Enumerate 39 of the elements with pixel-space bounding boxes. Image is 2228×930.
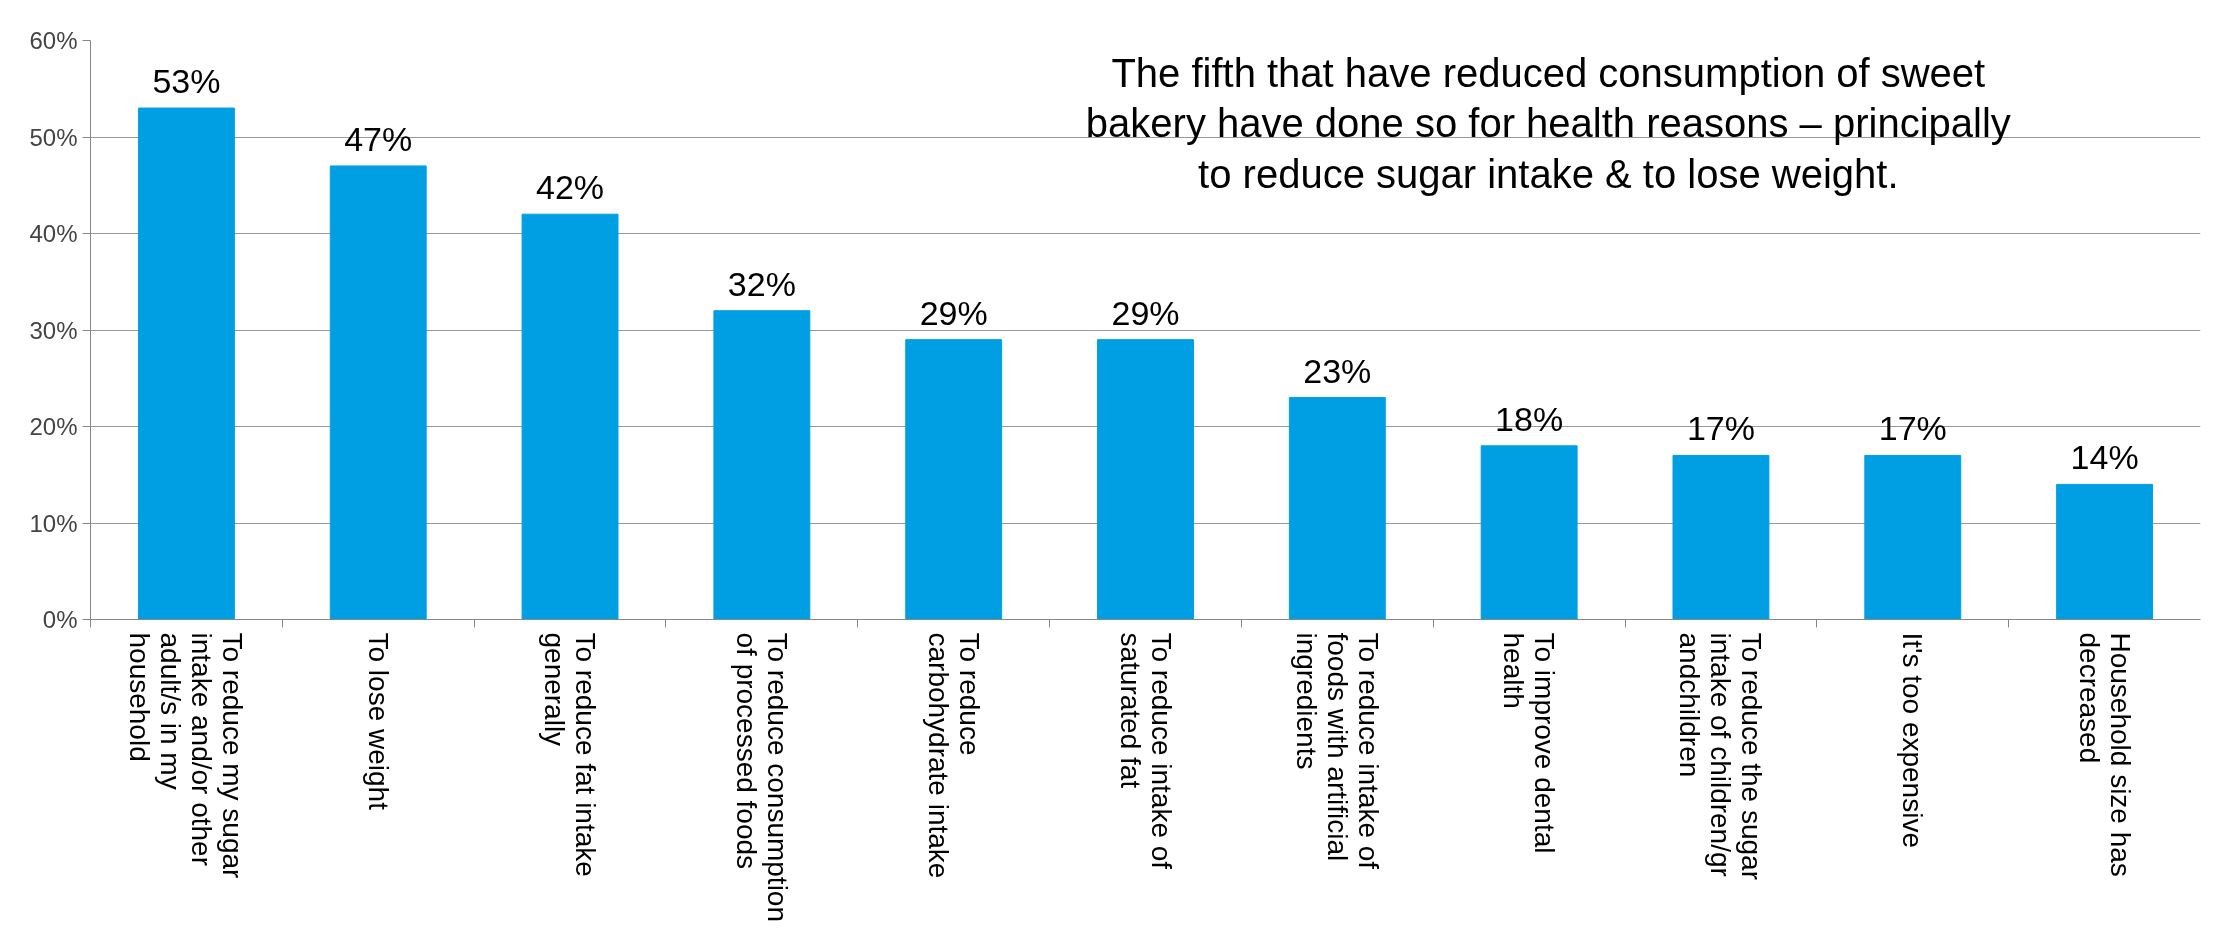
bar: [137, 107, 235, 620]
data-label: 47%: [344, 119, 413, 158]
x-tick-label: To reduce intake of saturated fat: [1114, 632, 1177, 870]
y-tick-label: 50%: [29, 123, 78, 151]
text: The fifth that have reduced consumption of sweet bakery have done so for health reasons – principally to reduce sugar intake & to lose weight.: [1085, 50, 2011, 196]
data-label: 23%: [1303, 351, 1372, 390]
data-label: 17%: [1686, 409, 1755, 448]
data-label: 53%: [152, 62, 221, 101]
y-tick-label: 20%: [29, 413, 78, 440]
bar: [1672, 454, 1770, 620]
bar: [521, 213, 619, 620]
x-tick-label: To lose weight: [362, 632, 394, 811]
bar: [1480, 445, 1578, 620]
bar: [713, 310, 811, 620]
bar: [1864, 454, 1962, 620]
y-tick-label: 60%: [29, 27, 78, 54]
x-tick-label: To reduce fat intake generally: [539, 632, 602, 877]
bar: [1288, 397, 1386, 620]
data-label: 42%: [536, 168, 605, 207]
y-tick-label: 30%: [29, 316, 78, 344]
x-tick-label: To improve dental health: [1498, 632, 1561, 854]
data-label: 17%: [1878, 409, 1947, 448]
bar: [329, 165, 427, 620]
bar: [1097, 339, 1194, 620]
y-tick-label: 10%: [29, 509, 78, 537]
bar: [905, 339, 1003, 620]
y-tick-label: 40%: [29, 220, 78, 247]
x-tick-label: To reduce the sugar intake of children/grandchildren: [1674, 632, 1768, 880]
x-tick-label: To reduce intake of foods with artificial ingredients: [1290, 632, 1384, 870]
x-tick-label: It's too expensive: [1897, 632, 1929, 848]
x-tick-label: To reduce my sugar intake and/or other adult/s in my household: [124, 632, 249, 879]
x-tick-label: Household size has decreased: [2073, 632, 2136, 877]
data-label: 18%: [1495, 399, 1564, 438]
y-tick-label: 0%: [42, 606, 78, 633]
data-label: 14%: [2070, 438, 2139, 477]
data-label: 29%: [919, 293, 988, 332]
bar: [2056, 483, 2154, 620]
data-label: 32%: [727, 264, 796, 303]
data-label: 29%: [1111, 293, 1180, 332]
